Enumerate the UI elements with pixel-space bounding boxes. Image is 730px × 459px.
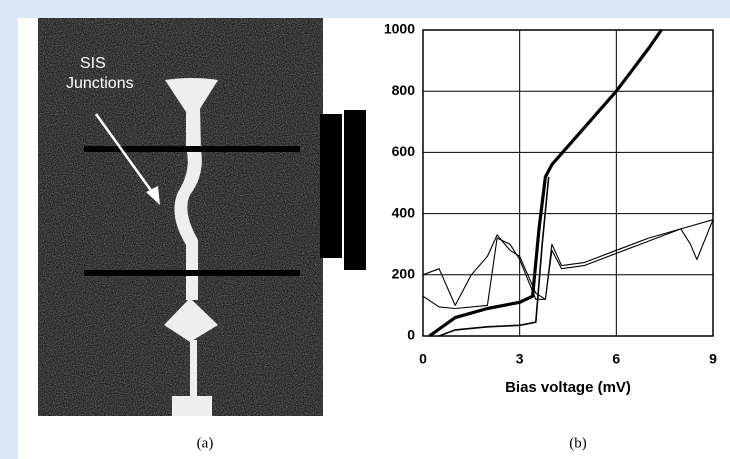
y-tick-label: 400 bbox=[392, 204, 416, 220]
annotation: Junctions bbox=[66, 75, 134, 92]
x-tick-label: 9 bbox=[709, 351, 717, 367]
y-tick-label: 800 bbox=[392, 82, 416, 98]
y-tick-label: 0 bbox=[407, 327, 415, 343]
bar-line bbox=[84, 146, 300, 152]
page: SIS Junctions (a) (b) Bias voltage (mV) … bbox=[0, 0, 730, 459]
caption: (a) bbox=[197, 435, 214, 451]
bar-line bbox=[84, 270, 300, 276]
x-tick-label: 0 bbox=[419, 351, 427, 367]
y-tick-label: 200 bbox=[392, 266, 416, 282]
annotation: SIS bbox=[80, 55, 106, 72]
x-tick-label: 3 bbox=[516, 351, 524, 367]
caption: (b) bbox=[569, 435, 587, 451]
figure: SIS Junctions (a) (b) Bias voltage (mV) … bbox=[0, 0, 730, 459]
block bbox=[344, 110, 366, 270]
y-tick-label: 600 bbox=[392, 143, 416, 159]
block bbox=[320, 114, 342, 258]
x-tick-label: 6 bbox=[612, 351, 620, 367]
y-tick-label: 1000 bbox=[384, 21, 415, 37]
x-axis-label: Bias voltage (mV) bbox=[505, 379, 631, 396]
